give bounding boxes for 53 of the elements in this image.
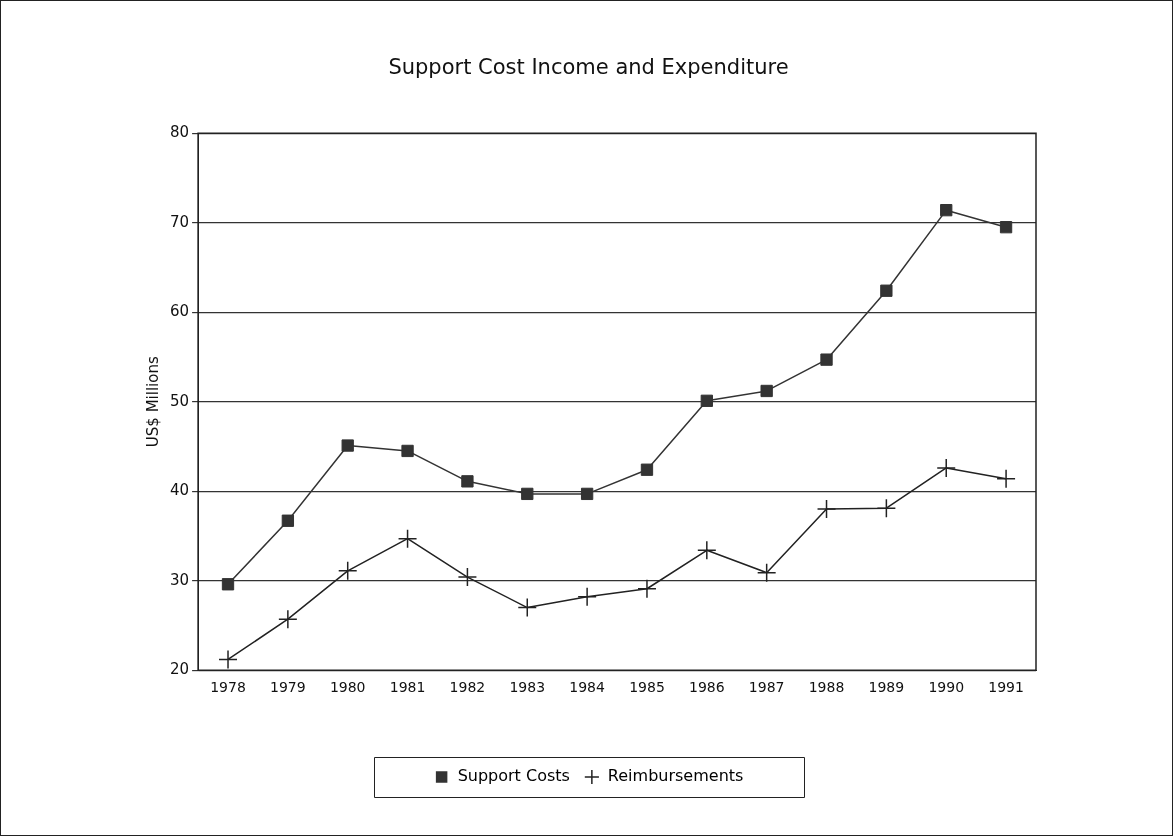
point [218,649,238,670]
point [521,487,534,501]
point [337,561,358,581]
y-tick-label: 30 [169,570,190,589]
y-axis-title: US$ Millions [143,356,162,448]
x-tick-label: 1986 [689,679,725,696]
point [697,540,717,561]
point [457,567,478,587]
y-tick-label: 20 [169,660,190,679]
x-tick-label: 1989 [868,679,905,696]
x-tick-label: 1980 [329,679,366,696]
point [756,562,777,583]
point [880,284,893,297]
x-tick-label: 1985 [629,679,665,696]
x-tick-label: 1991 [988,679,1024,696]
point [577,587,597,607]
x-tick-label: 1987 [748,679,785,696]
point [876,498,897,518]
point [996,468,1016,489]
legend-label: Reimbursements [607,766,744,786]
y-tick-label: 40 [169,481,190,500]
y-tick-label: 60 [169,302,190,321]
chart-title: Support Cost Income and Expenditure [388,55,789,80]
point [580,487,594,501]
point [760,384,773,398]
x-tick-label: 1988 [808,679,845,696]
point [278,609,298,629]
point [637,579,657,599]
point [341,439,354,452]
x-tick-label: 1983 [509,679,546,696]
point [820,353,833,366]
y-tick-label: 50 [169,391,190,410]
x-tick-label: 1978 [210,679,246,696]
point [281,514,295,527]
point [221,578,235,591]
point [461,475,474,488]
x-tick-label: 1984 [569,679,606,696]
x-tick-label: 1990 [928,679,965,696]
point [816,499,837,519]
y-tick-label: 80 [169,123,190,142]
x-tick-label: 1982 [449,679,486,696]
legend-label: Support Costs [457,766,570,786]
point [397,528,418,549]
point [936,458,956,478]
point [401,444,414,458]
x-tick-label: 1981 [389,679,426,696]
y-tick-label: 70 [169,212,190,231]
point [700,394,713,407]
point [640,463,654,476]
point [940,204,953,217]
point [999,221,1013,234]
x-tick-label: 1979 [270,679,306,696]
point [517,597,538,618]
